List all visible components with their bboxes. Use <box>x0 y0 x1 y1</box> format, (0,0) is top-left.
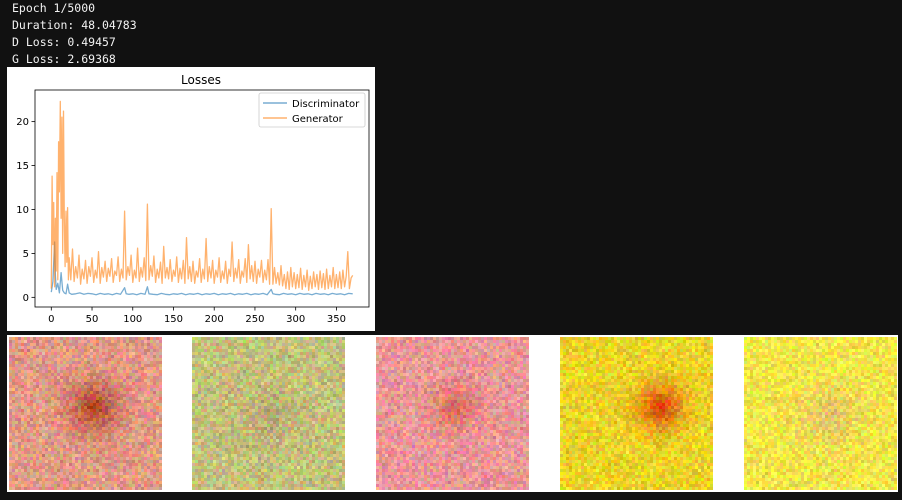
legend: Discriminator Generator <box>258 92 366 128</box>
d-loss-line: D Loss: 0.49457 <box>12 35 116 49</box>
g-loss-line: G Loss: 2.69368 <box>12 52 116 66</box>
x-tick-label: 250 <box>245 314 264 325</box>
generated-sample-image <box>560 337 713 490</box>
x-tick-label: 0 <box>48 314 54 325</box>
generated-samples <box>7 335 898 492</box>
y-tick-label: 15 <box>16 161 29 172</box>
generated-sample-image <box>9 337 162 490</box>
duration-line: Duration: 48.04783 <box>12 18 137 32</box>
generated-sample-image <box>192 337 345 490</box>
y-axis: 0 5 10 15 20 <box>16 117 35 304</box>
x-tick-label: 300 <box>286 314 305 325</box>
y-tick-label: 5 <box>23 249 29 260</box>
x-tick-label: 200 <box>205 314 224 325</box>
legend-label-generator: Generator <box>292 114 344 125</box>
x-tick-label: 100 <box>123 314 142 325</box>
x-tick-label: 350 <box>327 314 346 325</box>
plot-frame <box>34 89 370 308</box>
epoch-line: Epoch 1/5000 <box>12 1 96 15</box>
series-line-discriminator <box>50 241 353 296</box>
plot-lines <box>50 100 354 296</box>
x-axis: 0 50 100 150 200 250 300 350 <box>48 307 346 325</box>
y-tick-label: 0 <box>23 293 29 304</box>
losses-chart-svg: Losses 0 50 100 150 200 250 300 350 0 5 10 15 20 Di… <box>16 73 370 325</box>
series-line-generator <box>50 100 354 291</box>
generated-sample-image <box>376 337 529 490</box>
x-tick-label: 50 <box>86 314 99 325</box>
y-tick-label: 10 <box>16 205 29 216</box>
x-tick-label: 150 <box>164 314 183 325</box>
y-tick-label: 20 <box>16 117 29 128</box>
training-log: Epoch 1/5000 Duration: 48.04783 D Loss: 0.… <box>12 0 137 68</box>
legend-label-discriminator: Discriminator <box>292 99 360 110</box>
generated-sample-image <box>744 337 897 490</box>
losses-chart: Losses 0 50 100 150 200 250 300 350 0 5 10 15 20 Di… <box>7 67 375 331</box>
chart-title: Losses <box>181 73 221 87</box>
